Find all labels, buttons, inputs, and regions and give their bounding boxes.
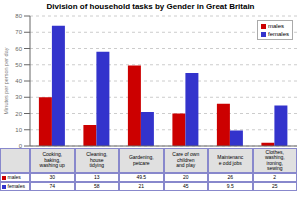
svg-text:10: 10	[15, 127, 22, 133]
html-text:20: 20	[183, 173, 189, 180]
html-text:45: 45	[183, 182, 189, 189]
svg-text:60: 60	[15, 46, 22, 52]
html-text:Cooking, baking, washing up: Cooking, baking, washing up	[39, 151, 65, 169]
html-text:49.5: 49.5	[136, 173, 147, 180]
svg-text:Minutes per person per day: Minutes per person per day	[3, 47, 9, 114]
html-text:females: females	[268, 31, 289, 37]
html-text:30: 30	[49, 173, 55, 180]
html-text:58: 58	[94, 182, 100, 189]
html-text:26: 26	[227, 173, 233, 180]
html-text:females: females	[7, 182, 25, 189]
svg-text:30: 30	[15, 94, 22, 100]
html-text:13: 13	[94, 173, 100, 180]
html-text:74: 74	[49, 182, 55, 189]
svg-text:70: 70	[15, 29, 22, 35]
html-text:males: males	[268, 23, 284, 29]
html-text:Maintenanc e odd jobs: Maintenanc e odd jobs	[217, 154, 244, 166]
svg-text:20: 20	[15, 111, 22, 117]
html-text:males: males	[7, 173, 21, 180]
html-text:Gardening, petcare: Gardening, petcare	[128, 154, 154, 166]
html-text:Division of household tasks by: Division of household tasks by Gender in…	[46, 2, 255, 11]
html-text:Clothes, washing, ironing, sew: Clothes, washing, ironing, sewing	[264, 148, 285, 171]
html-text:25: 25	[272, 182, 278, 189]
svg-text:80: 80	[15, 13, 22, 19]
html-text:2: 2	[273, 173, 277, 180]
svg-text:50: 50	[15, 62, 22, 68]
html-text:21: 21	[138, 182, 144, 189]
html-text:Cleaning, house tidying: Cleaning, house tidying	[86, 151, 108, 169]
svg-text:40: 40	[15, 78, 22, 84]
html-text:9.5: 9.5	[226, 182, 234, 189]
html-text:Care of own children and play: Care of own children and play	[172, 151, 200, 169]
